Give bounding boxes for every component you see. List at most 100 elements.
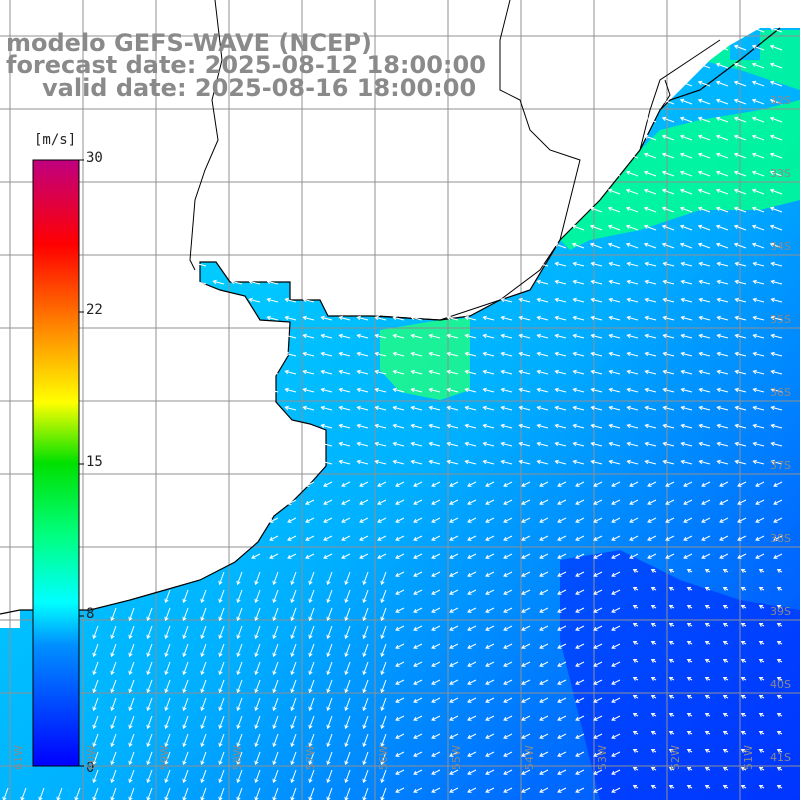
wind-arrow <box>521 553 531 559</box>
wind-arrow-head <box>697 188 703 193</box>
wind-arrow-head <box>110 634 115 640</box>
wind-arrow <box>339 316 351 321</box>
wind-arrow <box>291 715 297 729</box>
wind-arrow <box>644 207 657 213</box>
wind-arrow-head <box>521 590 526 595</box>
wind-arrow-head <box>680 459 685 465</box>
wind-arrow <box>447 406 459 411</box>
wind-arrow <box>626 189 639 195</box>
wind-arrow <box>537 406 549 411</box>
wind-arrow-head <box>485 500 490 505</box>
wind-arrow <box>93 751 99 765</box>
wind-arrow-head <box>536 423 541 429</box>
wind-arrow-head <box>575 716 580 721</box>
wind-arrow <box>503 769 513 775</box>
wind-arrow <box>291 643 297 657</box>
wind-arrow <box>449 589 459 595</box>
land <box>0 0 800 628</box>
wind-arrow <box>465 442 477 447</box>
lat-label: 32S <box>770 94 791 107</box>
wind-arrow <box>111 751 117 765</box>
wind-arrow <box>147 661 153 675</box>
wind-arrow <box>363 571 369 585</box>
wind-arrow-head <box>626 279 631 285</box>
wind-arrow-head <box>356 441 361 447</box>
wind-arrow <box>680 189 693 195</box>
wind-arrow <box>327 751 333 765</box>
wind-arrow-head <box>716 279 721 285</box>
wind-arrow <box>413 535 423 541</box>
wind-arrow <box>321 352 333 357</box>
wind-arrow-head <box>733 152 739 157</box>
wind-arrow-head <box>380 742 385 748</box>
wind-arrow <box>503 697 513 703</box>
wind-arrow-head <box>467 734 472 739</box>
wind-arrow-head <box>668 658 674 663</box>
wind-arrow <box>591 352 603 357</box>
wind-arrow-head <box>758 604 764 609</box>
wind-arrow <box>291 769 297 783</box>
wind-arrow-head <box>536 261 541 267</box>
wind-arrow-head <box>395 680 400 685</box>
wind-arrow <box>699 406 711 411</box>
wind-arrow-head <box>625 188 631 193</box>
wind-arrow <box>165 661 171 675</box>
wind-arrow <box>627 352 639 357</box>
wind-arrow-head <box>557 536 562 541</box>
wind-arrow-head <box>482 333 487 339</box>
wind-arrow-head <box>380 652 385 658</box>
wind-arrow-head <box>308 598 313 604</box>
wind-arrow-head <box>467 716 472 721</box>
wind-arrow-head <box>722 622 728 627</box>
wind-arrow-head <box>308 688 313 694</box>
wind-arrow-head <box>380 634 385 640</box>
wind-arrow-head <box>344 688 349 694</box>
wind-arrow <box>719 517 729 523</box>
wind-arrow-head <box>362 706 367 712</box>
wind-arrow <box>411 316 423 321</box>
wind-arrow <box>590 225 603 231</box>
wind-arrow <box>663 370 675 375</box>
wind-arrow <box>183 625 189 639</box>
wind-arrow <box>503 553 513 559</box>
wind-arrow <box>698 189 711 195</box>
wind-arrow <box>237 607 243 621</box>
wind-arrow <box>701 481 711 487</box>
wind-arrow <box>753 262 765 267</box>
wind-arrow <box>644 135 657 141</box>
wind-arrow <box>647 517 657 523</box>
wind-arrow-head <box>554 369 559 375</box>
wind-arrow <box>93 661 99 675</box>
wind-arrow <box>381 589 387 603</box>
wind-arrow-head <box>236 724 241 730</box>
wind-arrow <box>449 697 459 703</box>
wind-arrow <box>770 189 783 195</box>
wind-arrow <box>503 733 513 739</box>
wind-arrow-head <box>715 188 721 193</box>
wind-arrow <box>93 679 99 693</box>
wind-arrow <box>309 643 315 657</box>
wind-arrow-head <box>770 279 775 285</box>
wind-arrow-head <box>722 640 728 645</box>
wind-arrow-head <box>254 796 259 800</box>
wind-arrow-head <box>446 333 451 339</box>
wind-arrow-head <box>449 626 454 631</box>
wind-arrow-head <box>521 662 526 667</box>
wind-arrow <box>411 460 423 465</box>
wind-arrow <box>183 787 189 800</box>
wind-arrow-head <box>715 170 721 175</box>
wind-arrow-head <box>308 796 313 800</box>
wind-arrow <box>285 334 297 339</box>
wind-arrow <box>611 769 621 775</box>
wind-arrow-head <box>557 518 562 523</box>
wind-arrow-head <box>392 315 397 321</box>
wind-arrow-head <box>38 796 43 800</box>
wind-arrow <box>662 153 675 159</box>
wind-arrow <box>539 535 549 541</box>
wind-arrow-head <box>362 760 367 766</box>
wind-arrow <box>555 370 567 375</box>
wind-arrow <box>413 733 423 739</box>
wind-arrow <box>752 99 765 105</box>
wind-arrow-head <box>734 423 739 429</box>
wind-arrow <box>575 589 585 595</box>
